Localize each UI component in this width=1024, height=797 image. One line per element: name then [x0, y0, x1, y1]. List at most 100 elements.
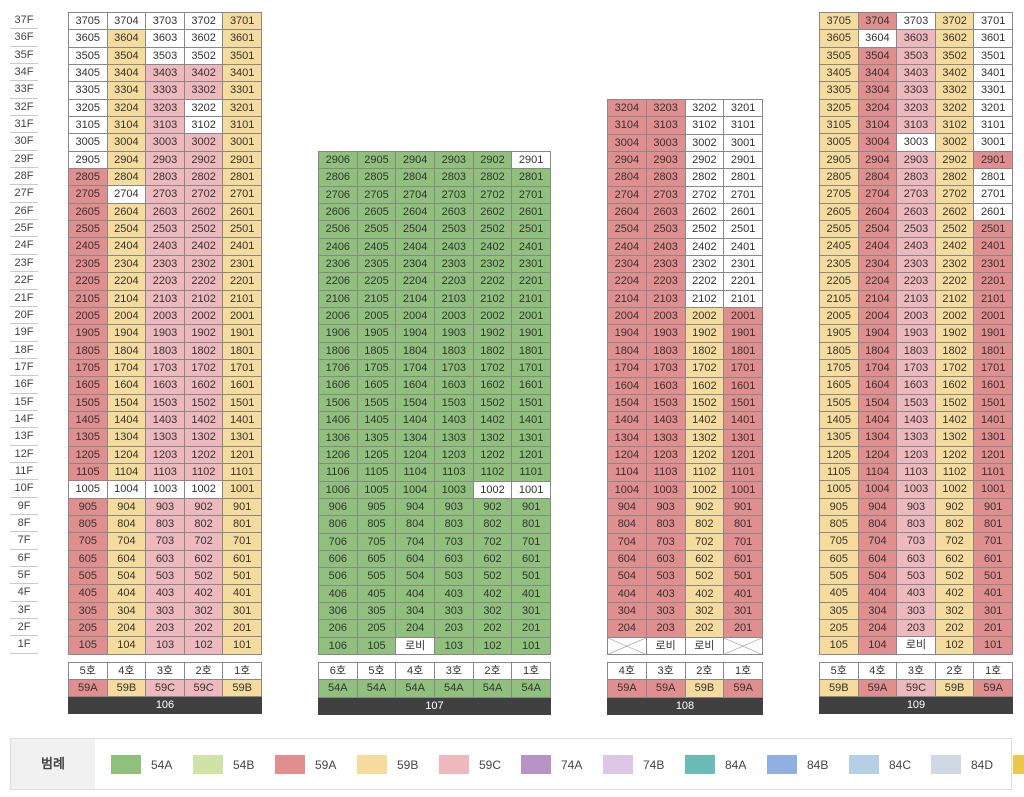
unit-cell: 3004 [858, 134, 898, 152]
unit-grid: 2906 2905 2904 2903 2902 2901 2806 2805 2804 2803… [318, 151, 551, 655]
floor-label: 1F [10, 636, 38, 654]
unit-cell: 2002 [184, 307, 224, 326]
floor-label: 16F [10, 376, 38, 394]
unit-cell: 1002 [935, 481, 975, 499]
unit-cell: 1902 [935, 325, 975, 343]
unit-cell: 1701 [223, 359, 262, 378]
unit-cell: 2605 [820, 203, 859, 222]
unit-cell: 2903 [897, 151, 936, 170]
unit-cell: 2402 [935, 238, 975, 256]
unit-cell: 504 [608, 568, 647, 586]
unit-cell: 2502 [685, 221, 725, 239]
unit-type: 54A [319, 680, 358, 698]
unit-cell: 3204 [107, 99, 147, 118]
unit-number: 1호 [724, 663, 763, 681]
floor-label: 5F [10, 567, 38, 585]
unit-cell: 1103 [435, 464, 474, 482]
unit-cell: 3204 [608, 100, 647, 118]
unit-cell: 2303 [646, 256, 686, 274]
unit-cell: 2602 [935, 203, 975, 222]
unit-cell: 303 [897, 602, 936, 621]
floor-label: 36F [10, 29, 38, 47]
unit-cell: 1305 [69, 429, 108, 447]
unit-cell: 706 [319, 533, 358, 551]
unit-cell: 2005 [357, 308, 397, 326]
unit-cell: 2601 [512, 204, 551, 222]
unit-type: 59A [724, 680, 763, 698]
floor-label: 13F [10, 428, 38, 446]
unit-number: 4호 [107, 662, 147, 681]
unit-type: 59A [608, 680, 647, 698]
unit-cell: 1602 [685, 377, 725, 395]
unit-cell: 2504 [107, 221, 147, 239]
unit-cell: 201 [223, 620, 262, 638]
unit-cell: 1802 [685, 342, 725, 361]
unit-cell: 801 [724, 516, 763, 534]
unit-cell: 1203 [146, 446, 185, 464]
unit-cell: 901 [974, 498, 1013, 516]
unit-cell: 1202 [473, 446, 513, 465]
unit-cell: 2202 [184, 273, 224, 291]
unit-cell: 1701 [974, 359, 1013, 378]
unit-cell: 3705 [69, 13, 108, 31]
unit-cell: 805 [820, 515, 859, 534]
unit-cell: 1004 [107, 481, 147, 499]
legend-swatch [275, 755, 305, 774]
unit-cell: 2605 [69, 203, 108, 222]
unit-cell: 2203 [146, 273, 185, 291]
floor-label: 10F [10, 480, 38, 498]
legend-items: 54A 54B 59A 59B 59C 74A 74B 84A 84B 84C 84D 102 [111, 755, 1024, 774]
building-107: 2906 2905 2904 2903 2902 2901 2806 2805 2804 2803… [318, 151, 551, 715]
unit-cell: 2604 [107, 203, 147, 222]
unit-cell: 1605 [357, 377, 397, 395]
unit-cell: 3305 [820, 82, 859, 100]
unit-cell: 503 [646, 568, 686, 586]
unit-cell: 1005 [357, 481, 397, 499]
unit-cell: 2901 [724, 152, 763, 170]
unit-cell: 3005 [69, 134, 108, 152]
unit-cell: 3301 [223, 82, 262, 100]
unit-cell: 1902 [473, 325, 513, 343]
unit-cell: 201 [974, 620, 1013, 638]
unit-cell: 2704 [396, 186, 435, 205]
unit-cell: 2202 [935, 273, 975, 291]
unit-cell: 2204 [858, 273, 898, 291]
legend-swatch [111, 755, 141, 774]
unit-cell: 402 [473, 585, 513, 603]
unit-cell: 305 [357, 602, 397, 621]
floor-label: 18F [10, 342, 38, 359]
unit-cell: 802 [935, 515, 975, 534]
unit-cell: 1003 [435, 481, 474, 499]
unit-cell: 1503 [435, 394, 474, 413]
unit-cell: 3402 [184, 65, 224, 83]
unit-cell: 3003 [897, 134, 936, 152]
unit-number: 4호 [608, 663, 647, 681]
unit-cell: 1105 [69, 463, 108, 482]
unit-cell: 3202 [184, 99, 224, 118]
unit-cell: 2604 [608, 204, 647, 222]
unit-cell: 1901 [512, 325, 551, 343]
unit-cell: 803 [435, 516, 474, 534]
unit-grid: 3204 3203 3202 3201 3104 3103 3102 3101 3004 3003… [607, 99, 763, 655]
unit-cell: 2205 [69, 273, 108, 291]
unit-cell: 2701 [223, 186, 262, 204]
unit-cell: 1204 [107, 446, 147, 464]
unit-cell: 1202 [935, 446, 975, 464]
unit-cell: 302 [473, 602, 513, 621]
unit-cell: 1602 [473, 377, 513, 395]
unit-cell: 1401 [223, 411, 262, 430]
unit-cell: 1203 [646, 446, 686, 465]
floor-label: 2F [10, 619, 38, 637]
floor-label: 22F [10, 272, 38, 290]
unit-cell: 1301 [223, 429, 262, 447]
unit-cell: 1205 [357, 446, 397, 465]
unit-cell: 1402 [184, 411, 224, 430]
unit-cell: 3101 [223, 117, 262, 135]
unit-cell: 2401 [974, 238, 1013, 256]
unit-cell: 1903 [897, 325, 936, 343]
unit-cell: 2301 [974, 255, 1013, 274]
unit-cell: 106 [319, 637, 358, 655]
unit-cell: 2201 [974, 273, 1013, 291]
unit-cell: 2702 [473, 186, 513, 205]
legend-label: 59A [315, 757, 337, 772]
